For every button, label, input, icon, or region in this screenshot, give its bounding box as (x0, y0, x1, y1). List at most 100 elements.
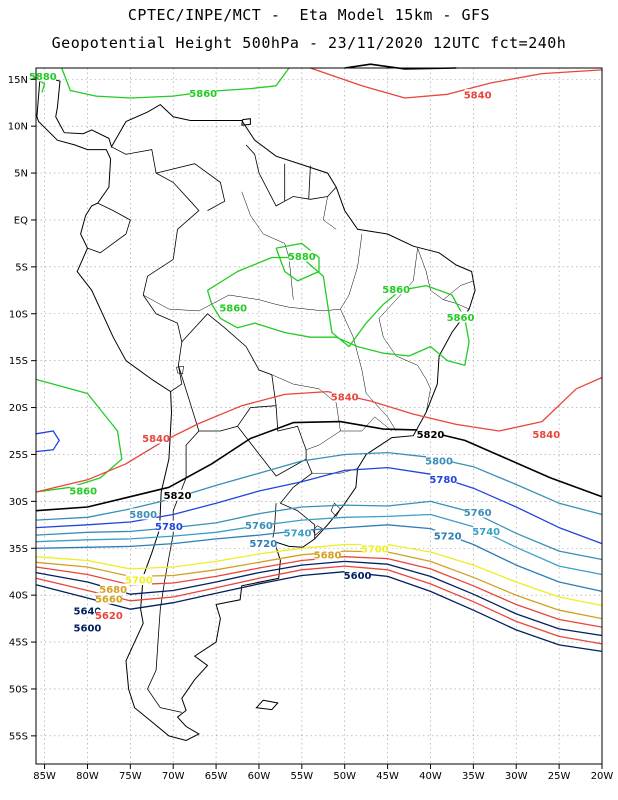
contour-label: 5840 (331, 393, 359, 404)
contour-5760 (35, 500, 603, 561)
country-border (258, 172, 337, 207)
contour-label: 5760 (245, 521, 273, 532)
contour-label: 5820 (417, 430, 445, 441)
coastline (241, 118, 251, 126)
contour-label-bg (250, 537, 277, 549)
contour-label-bg (245, 519, 272, 531)
state-border (323, 196, 337, 230)
contour-label-bg (464, 506, 491, 518)
contour-label-bg (95, 592, 122, 604)
contour-label-bg (190, 87, 217, 99)
low-center-contour (35, 430, 60, 453)
lon-tick-label: 55W (291, 771, 314, 782)
contour-label-bg (284, 527, 311, 539)
lat-tick-label: 20S (9, 403, 28, 414)
map-title-line2: Geopotential Height 500hPa - 23/11/2020 … (51, 34, 567, 52)
state-border (271, 374, 341, 451)
contour-5700 (35, 543, 603, 607)
lat-tick-label: 50S (9, 684, 28, 695)
contour-label-bg (426, 454, 453, 466)
contour-5840 (310, 67, 603, 99)
state-border (340, 416, 393, 432)
lat-tick-label: 55S (9, 731, 28, 742)
contour-5640 (35, 560, 603, 637)
lat-tick-label: 5N (14, 169, 28, 180)
lat-tick-label: 25S (9, 450, 28, 461)
lon-tick-label: 45W (376, 771, 399, 782)
coastline (255, 699, 279, 711)
lon-tick-label: 50W (333, 771, 356, 782)
state-border (340, 233, 363, 310)
contour-label-bg (74, 621, 101, 633)
lat-tick-label: 15S (9, 356, 28, 367)
contour-5620 (35, 565, 603, 645)
lake-outline (176, 365, 184, 375)
lon-tick-label: 80W (76, 771, 99, 782)
contour-label: 5700 (125, 576, 153, 587)
contour-label: 5640 (74, 607, 102, 618)
lon-tick-label: 35W (462, 771, 485, 782)
lat-lon-grid (36, 68, 603, 764)
contour-label: 5820 (164, 491, 192, 502)
lon-tick-label: 85W (33, 771, 56, 782)
contour-label: 5600 (344, 571, 372, 582)
contour-labels: 5880 5860 5840 5880 5860 5860 5860 5840 5840 5840… (29, 70, 560, 634)
contour-5740 (35, 513, 603, 576)
contour-label: 5840 (464, 91, 492, 102)
axis-ticks: 15N 10N 5N EQ 5S 10S 15S 20S 25S 30S 35S 40S 45S 50S 5… (8, 75, 614, 782)
lat-tick-label: 5S (15, 262, 28, 273)
contour-label: 5800 (129, 510, 157, 521)
state-border (378, 248, 431, 413)
contour-label: 5680 (314, 550, 342, 561)
contour-label-bg (464, 89, 491, 101)
lon-tick-label: 20W (591, 771, 614, 782)
contour-5780 (35, 466, 603, 545)
contour-lines (35, 63, 603, 653)
contour-label-bg (220, 302, 247, 314)
lat-tick-label: 40S (9, 591, 28, 602)
lon-tick-label: 70W (162, 771, 185, 782)
contour-label-bg (417, 428, 444, 440)
lat-tick-label: 30S (9, 497, 28, 508)
contour-5880 (275, 242, 320, 282)
contour-label: 5840 (142, 434, 170, 445)
contour-label: 5620 (95, 611, 123, 622)
lon-tick-label: 40W (419, 771, 442, 782)
contour-label: 5800 (425, 456, 453, 467)
contour-label: 5880 (29, 72, 57, 83)
state-border (443, 280, 474, 300)
contour-5840 (35, 376, 603, 493)
contour-label: 5740 (472, 527, 500, 538)
country-border (142, 259, 183, 392)
contour-5860 (35, 378, 123, 493)
country-border (87, 202, 131, 254)
contour-label-bg (430, 473, 457, 485)
lon-tick-label: 75W (119, 771, 142, 782)
contour-label: 5860 (189, 89, 217, 100)
contour-label: 5860 (219, 304, 247, 315)
country-border (111, 146, 200, 260)
contour-label-bg (100, 583, 127, 595)
contour-label: 5760 (464, 508, 492, 519)
contour-label-bg (288, 250, 315, 262)
contour-label: 5740 (284, 529, 312, 540)
contour-label-bg (143, 432, 170, 444)
contour-label: 5680 (99, 585, 127, 596)
contour-label-bg (434, 530, 461, 542)
contour-5720 (35, 524, 603, 593)
contour-label-bg (533, 428, 560, 440)
contour-5800 (35, 451, 603, 521)
contour-label-bg (473, 525, 500, 537)
map-frame (35, 67, 603, 765)
contour-label-bg (74, 605, 101, 617)
state-border (340, 308, 397, 432)
contour-label-bg (331, 391, 358, 403)
contour-label: 5720 (249, 539, 277, 550)
geography-layer (36, 73, 476, 742)
lon-tick-label: 60W (248, 771, 271, 782)
contour-label-bg (95, 609, 122, 621)
state-border (143, 294, 341, 312)
contour-label-bg (383, 283, 410, 295)
contour-label: 5660 (95, 594, 123, 605)
